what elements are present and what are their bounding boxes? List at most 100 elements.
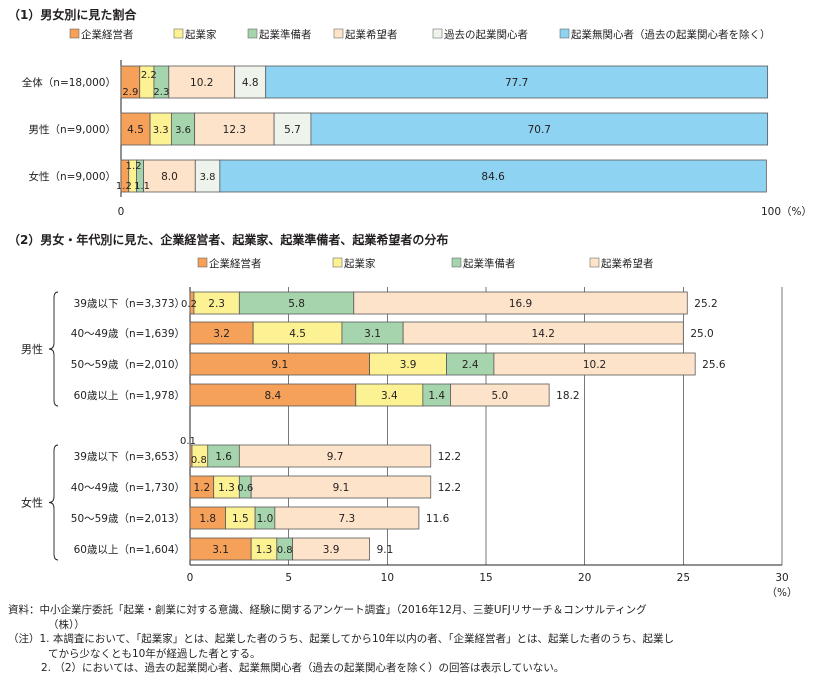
legend-swatch-0 — [197, 257, 208, 268]
chart1-plot: 全体（n=18,000） 2.92.2 2.3 10.2 4.8 77.7 男性（n=9,0… — [22, 60, 812, 218]
chart1-bar-segment — [273, 112, 312, 146]
chart2-category-label: 60歳以上（n=1,978） — [74, 390, 185, 402]
chart2-value-label: 9.7 — [327, 451, 344, 463]
chart2-value-label: 2.3 — [208, 298, 225, 310]
chart2-value-label: 7.3 — [339, 513, 356, 525]
chart1-category-label: 全体（n=18,000） — [22, 76, 116, 89]
legend-swatch-3 — [333, 28, 344, 39]
legend-swatch-4 — [432, 28, 443, 39]
chart1-value-label: 8.0 — [161, 171, 178, 183]
chart2-value-label: 3.2 — [213, 328, 230, 340]
chart2-value-label: 1.3 — [218, 482, 235, 494]
chart1-bar-segment — [234, 65, 267, 99]
legend-label-5: 起業無関心者（過去の起業関心者を除く） — [571, 28, 771, 41]
chart2-value-label: 0.1 — [180, 436, 196, 447]
chart2-value-label: 0.8 — [191, 455, 207, 466]
chart2-value-label: 5.8 — [288, 298, 305, 310]
chart1-bar-segment — [310, 112, 769, 146]
chart2-bar-segment — [274, 506, 420, 530]
chart2-legend: 企業経営者 起業家 起業準備者 起業希望者 — [197, 257, 654, 270]
legend-label-3: 起業希望者 — [345, 28, 398, 41]
chart2-title: （2）男女・年代別に見た、企業経営者、起業家、起業準備者、起業希望者の分布 — [8, 232, 448, 247]
chart2-bar-segment — [402, 321, 684, 345]
chart2-group-label: 女性 — [21, 496, 43, 510]
chart2-value-label: 1.5 — [232, 513, 249, 525]
chart2-bar-segment — [353, 291, 688, 315]
chart2-value-label: 3.9 — [323, 544, 340, 556]
legend-label-3: 起業希望者 — [601, 257, 654, 270]
chart2-value-label: 1.0 — [257, 513, 274, 525]
note-1: （注）1. 本調査において、「起業家」とは、起業した者のうち、起業してから10年… — [8, 633, 675, 645]
chart2-unit-label: （%） — [767, 587, 798, 599]
chart1-value-label: 10.2 — [190, 77, 213, 89]
chart2-value-label: 2.4 — [462, 359, 479, 371]
chart2-category-label: 60歳以上（n=1,604） — [74, 544, 185, 556]
chart1-bar-segment — [143, 159, 196, 193]
chart1-value-label: 70.7 — [528, 124, 551, 136]
chart1-value-label: 3.8 — [200, 172, 216, 183]
chart2-value-label: 0.8 — [277, 545, 293, 556]
chart2-bar-segment — [238, 444, 432, 468]
chart2-tick-label: 30 — [775, 572, 788, 584]
chart2-value-label: 9.1 — [271, 359, 288, 371]
chart2-value-label: 0.2 — [181, 299, 197, 310]
chart2-value-label: 10.2 — [583, 359, 606, 371]
chart1-axis-min-label: 0 — [118, 206, 125, 218]
chart1-axis-max-label: 100（%） — [761, 206, 812, 218]
chart1-bar-segment — [194, 159, 221, 193]
chart2-bar-segment — [493, 352, 696, 376]
chart2-value-label: 1.3 — [256, 544, 273, 556]
chart2-total-label: 25.0 — [690, 328, 713, 340]
chart2-category-label: 39歳以下（n=3,373） — [74, 298, 185, 310]
chart1-bar-segment — [194, 112, 275, 146]
chart2-tick-label: 15 — [479, 572, 492, 584]
legend-swatch-1 — [173, 28, 184, 39]
chart1-value-label: 1.2 — [116, 181, 132, 192]
note-1-cont: てから少なくとも10年が経過した者とする。 — [48, 647, 261, 660]
chart2-value-label: 8.4 — [265, 390, 282, 402]
chart1-value-label: 1.2 — [126, 161, 142, 172]
chart2-total-label: 12.2 — [438, 451, 461, 463]
legend-swatch-5 — [559, 28, 570, 39]
chart2-total-label: 12.2 — [438, 482, 461, 494]
chart2-value-label: 0.6 — [237, 483, 253, 494]
chart1-category-label: 男性（n=9,000） — [28, 123, 116, 136]
chart1-category-label: 女性（n=9,000） — [28, 170, 116, 183]
legend-swatch-3 — [589, 257, 600, 268]
chart2-value-label: 5.0 — [491, 390, 508, 402]
chart2-total-label: 25.2 — [694, 298, 717, 310]
legend-label-2: 起業準備者 — [463, 257, 516, 270]
chart1-value-label: 77.7 — [505, 77, 528, 89]
chart2-value-label: 4.5 — [289, 328, 306, 340]
chart2-value-label: 3.4 — [381, 390, 398, 402]
chart2-bar-segment — [450, 383, 550, 407]
legend-swatch-2 — [451, 257, 462, 268]
chart1-value-label: 1.1 — [134, 181, 150, 192]
chart1-bar-segment — [265, 65, 769, 99]
legend-label-0: 企業経営者 — [209, 257, 262, 270]
note-2: 2. （2）においては、過去の起業関心者、起業無関心者（過去の起業関心者を除く）… — [41, 662, 565, 674]
chart2-tick-label: 25 — [677, 572, 690, 584]
chart1-title: （1）男女別に見た割合 — [8, 7, 137, 22]
chart2-total-label: 25.6 — [702, 359, 726, 371]
chart2-group-brace — [48, 444, 59, 561]
chart2-category-label: 50～59歳（n=2,013） — [71, 513, 185, 525]
source-note-cont: （株）） — [48, 618, 85, 631]
chart2-category-label: 40～49歳（n=1,639） — [71, 328, 185, 340]
chart1-value-label: 84.6 — [481, 171, 505, 183]
chart2-total-label: 18.2 — [556, 390, 579, 402]
chart2-value-label: 14.2 — [532, 328, 555, 340]
legend-swatch-0 — [69, 28, 80, 39]
chart1-bar-segment — [219, 159, 767, 193]
chart2-value-label: 3.1 — [212, 544, 229, 556]
legend-label-2: 起業準備者 — [259, 28, 312, 41]
chart2-tick-label: 0 — [187, 572, 194, 584]
legend-label-1: 起業家 — [185, 28, 217, 41]
chart2-group-label: 男性 — [21, 342, 43, 356]
notes: 資料：中小企業庁委託「起業・創業に対する意識、経験に関するアンケート調査」（20… — [8, 603, 820, 676]
chart2-tick-label: 20 — [578, 572, 591, 584]
source-note: 資料：中小企業庁委託「起業・創業に対する意識、経験に関するアンケート調査」（20… — [8, 604, 647, 616]
chart2-value-label: 1.8 — [199, 513, 216, 525]
